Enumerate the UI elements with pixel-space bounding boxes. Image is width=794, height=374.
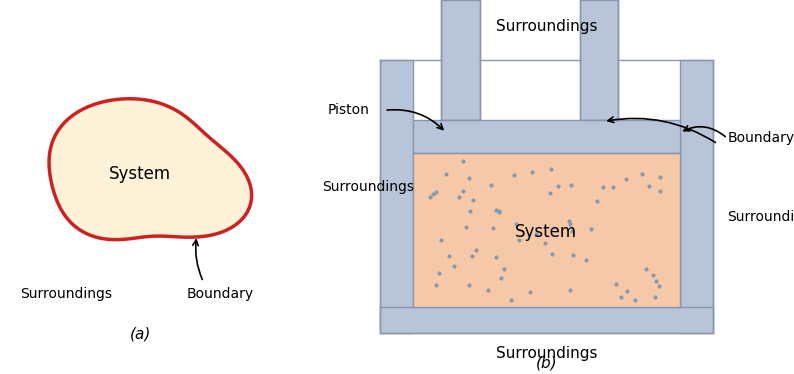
Point bbox=[591, 197, 603, 203]
Point bbox=[564, 221, 576, 227]
Point bbox=[434, 237, 447, 243]
Point bbox=[463, 282, 476, 288]
Point bbox=[566, 228, 579, 234]
Text: (b): (b) bbox=[535, 355, 557, 370]
Point bbox=[609, 281, 622, 287]
Text: Boundary: Boundary bbox=[187, 287, 254, 301]
Point bbox=[492, 209, 505, 215]
Bar bbox=[413, 153, 680, 307]
Point bbox=[620, 176, 633, 182]
Point bbox=[470, 247, 483, 253]
Point bbox=[430, 188, 442, 194]
Point bbox=[564, 288, 576, 294]
Point bbox=[448, 263, 461, 269]
Point bbox=[646, 272, 659, 278]
Point bbox=[463, 175, 476, 181]
Bar bbox=[380, 307, 713, 333]
Text: (a): (a) bbox=[129, 326, 151, 341]
Bar bbox=[441, 0, 480, 120]
Text: System: System bbox=[515, 223, 577, 241]
Point bbox=[649, 294, 661, 300]
Point bbox=[513, 237, 526, 243]
Point bbox=[489, 254, 502, 260]
Point bbox=[636, 171, 649, 177]
Text: Surroundings: Surroundings bbox=[20, 287, 112, 301]
Point bbox=[615, 294, 627, 300]
Text: Surroundings: Surroundings bbox=[322, 180, 414, 194]
Point bbox=[629, 297, 642, 303]
Point bbox=[649, 278, 662, 284]
Point bbox=[596, 184, 609, 190]
Point bbox=[546, 251, 559, 257]
Point bbox=[523, 289, 536, 295]
Point bbox=[607, 184, 619, 190]
Point bbox=[440, 171, 453, 177]
Point bbox=[505, 297, 518, 303]
Point bbox=[567, 252, 580, 258]
Point bbox=[481, 287, 494, 293]
Point bbox=[654, 188, 667, 194]
Point bbox=[545, 166, 557, 172]
Point bbox=[510, 221, 522, 227]
Point bbox=[584, 226, 597, 232]
Point bbox=[551, 183, 564, 189]
Text: Surroundings: Surroundings bbox=[727, 210, 794, 224]
Point bbox=[621, 288, 634, 294]
Point bbox=[460, 224, 472, 230]
Bar bbox=[580, 0, 618, 120]
Point bbox=[494, 275, 507, 281]
Point bbox=[653, 283, 665, 289]
Point bbox=[642, 183, 655, 189]
Point bbox=[530, 231, 542, 237]
Text: Boundary: Boundary bbox=[727, 131, 794, 145]
Bar bbox=[380, 60, 413, 333]
Point bbox=[487, 226, 499, 232]
Point bbox=[498, 266, 511, 272]
Point bbox=[489, 208, 502, 214]
Point bbox=[580, 257, 592, 263]
Point bbox=[453, 194, 465, 200]
Point bbox=[433, 270, 445, 276]
Polygon shape bbox=[49, 99, 252, 240]
Point bbox=[467, 197, 480, 203]
Point bbox=[423, 194, 436, 200]
Text: Piston: Piston bbox=[327, 103, 369, 117]
Point bbox=[562, 218, 575, 224]
Bar bbox=[680, 60, 713, 333]
Point bbox=[565, 182, 577, 188]
Point bbox=[507, 172, 520, 178]
Point bbox=[539, 240, 552, 246]
Text: Surroundings: Surroundings bbox=[495, 346, 597, 361]
Text: Surroundings: Surroundings bbox=[495, 19, 597, 34]
Point bbox=[457, 188, 469, 194]
Point bbox=[442, 254, 455, 260]
Bar bbox=[413, 120, 680, 153]
Point bbox=[654, 174, 667, 180]
Point bbox=[543, 190, 556, 196]
Point bbox=[639, 266, 652, 272]
Point bbox=[466, 253, 479, 259]
Point bbox=[484, 182, 497, 188]
Text: System: System bbox=[109, 165, 172, 183]
Point bbox=[457, 158, 469, 164]
Point bbox=[430, 282, 442, 288]
Point bbox=[492, 208, 505, 214]
Point bbox=[464, 208, 476, 214]
Point bbox=[427, 191, 440, 197]
Point bbox=[526, 169, 538, 175]
